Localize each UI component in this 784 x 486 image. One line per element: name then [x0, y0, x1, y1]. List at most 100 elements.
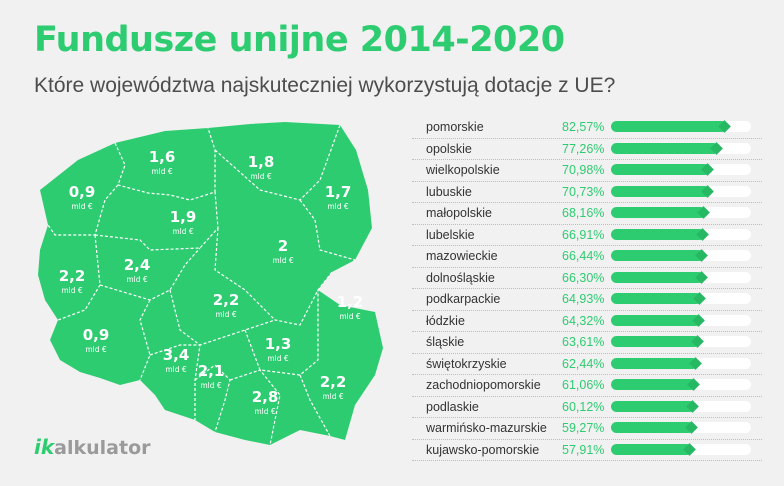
- map-unit-mazowieckie: mld €: [272, 256, 294, 265]
- ranking-row: lubuskie 70,73%: [412, 182, 762, 203]
- ranking-row: świętokrzyskie 62,44%: [412, 354, 762, 375]
- bar-track: [611, 443, 751, 455]
- ranking-row: pomorskie 82,57%: [412, 117, 762, 139]
- map-unit-warminsko-mazurskie: mld €: [250, 172, 272, 181]
- map-unit-slaskie: mld €: [165, 365, 187, 374]
- map-value-kujawsko-pomorskie: 1,9: [170, 208, 197, 226]
- ranking-value: 60,12%: [562, 399, 605, 414]
- ranking-row: śląskie 63,61%: [412, 332, 762, 354]
- ranking-name: pomorskie: [426, 120, 484, 134]
- ranking-name: kujawsko-pomorskie: [426, 442, 540, 457]
- ranking-name: zachodniopomorskie: [426, 378, 541, 392]
- ranking-row: kujawsko-pomorskie 57,91%: [412, 440, 762, 461]
- bar-track: [611, 422, 751, 433]
- map-unit-wielkopolskie: mld €: [126, 275, 148, 284]
- map-unit-lubelskie: mld €: [339, 312, 361, 321]
- bar-track: [611, 379, 751, 390]
- map-value-warminsko-mazurskie: 1,8: [248, 153, 275, 171]
- map-unit-pomorskie: mld €: [151, 167, 173, 176]
- ranking-row: dolnośląskie 66,30%: [412, 268, 762, 289]
- map-unit-dolnoslaskie: mld €: [85, 345, 107, 354]
- bar-track: [611, 142, 751, 154]
- map-value-swietokrzyskie: 1,3: [265, 335, 292, 353]
- bar-track: [611, 207, 751, 218]
- page-subtitle: Które województwa najskuteczniej wykorzy…: [34, 74, 616, 97]
- logo-ik: ik: [34, 435, 55, 459]
- ranking-row: mazowieckie 66,44%: [412, 246, 762, 268]
- ranking-value: 70,98%: [562, 163, 605, 177]
- ranking-name: świętokrzyskie: [426, 356, 507, 371]
- bar: [611, 400, 696, 412]
- border-kujawsko: [94, 191, 219, 251]
- border-malopolskie: [229, 369, 281, 446]
- border-wielkopolskie: [99, 247, 201, 301]
- bar-track: [611, 228, 751, 240]
- map-value-pomorskie: 1,6: [149, 148, 176, 166]
- ranking-list: pomorskie 82,57% opolskie 77,26% wielkopolsk…: [412, 117, 762, 461]
- bar: [611, 121, 727, 132]
- ranking-value: 82,57%: [562, 120, 605, 134]
- bar: [611, 422, 694, 433]
- map-value-podlaskie: 1,7: [325, 183, 352, 201]
- bar-track: [611, 121, 751, 132]
- bar: [611, 314, 702, 326]
- ranking-name: małopolskie: [426, 206, 493, 220]
- map-value-wielkopolskie: 2,4: [124, 256, 151, 274]
- bar: [611, 250, 705, 261]
- ranking-value: 77,26%: [562, 141, 605, 156]
- border-dolnoslaskie: [139, 299, 151, 381]
- border-podkarpackie: [299, 374, 331, 437]
- ranking-value: 63,61%: [562, 335, 605, 349]
- ranking-value: 59,27%: [562, 421, 605, 435]
- map-value-lodzkie: 2,2: [213, 291, 240, 309]
- ranking-name: mazowieckie: [426, 249, 498, 263]
- bar: [611, 185, 711, 197]
- ranking-name: wielkopolskie: [426, 163, 500, 177]
- ranking-value: 64,93%: [562, 292, 605, 306]
- map-value-dolnoslaskie: 0,9: [83, 326, 110, 344]
- ranking-row: lubelskie 66,91%: [412, 225, 762, 246]
- map-value-opolskie: 2,1: [198, 362, 225, 380]
- ranking-name: lubelskie: [426, 227, 475, 242]
- ranking-name: łódzkie: [426, 313, 465, 328]
- ranking-value: 64,32%: [562, 313, 605, 328]
- bar: [611, 357, 699, 369]
- ranking-name: warmińsko-mazurskie: [426, 421, 547, 435]
- map-value-zachodniopomorskie: 0,9: [69, 183, 96, 201]
- border-lubuskie: [57, 234, 101, 321]
- ranking-value: 66,30%: [562, 270, 605, 285]
- map-unit-podlaskie: mld €: [327, 202, 349, 211]
- ranking-value: 61,06%: [562, 378, 605, 392]
- bar: [611, 336, 701, 347]
- ranking-row: zachodniopomorskie 61,06%: [412, 375, 762, 397]
- ranking-value: 62,44%: [562, 356, 605, 371]
- bar: [611, 142, 720, 154]
- ranking-name: opolskie: [426, 141, 472, 156]
- bar-track: [611, 400, 751, 412]
- ranking-value: 66,91%: [562, 227, 605, 242]
- bar-track: [611, 185, 751, 197]
- bar: [611, 379, 697, 390]
- ranking-value: 57,91%: [562, 442, 605, 457]
- ranking-row: warmińsko-mazurskie 59,27%: [412, 418, 762, 440]
- poland-outline: [38, 122, 383, 445]
- bar: [611, 164, 711, 175]
- ranking-name: lubuskie: [426, 184, 472, 199]
- map-value-mazowieckie: 2: [278, 237, 288, 255]
- logo-rest: alkulator: [54, 437, 151, 459]
- map-unit-malopolskie: mld €: [254, 407, 276, 416]
- ranking-row: łódzkie 64,32%: [412, 311, 762, 332]
- map-value-malopolskie: 2,8: [252, 388, 279, 406]
- ranking-name: śląskie: [426, 335, 465, 349]
- ranking-name: podkarpackie: [426, 292, 501, 306]
- bar-track: [611, 336, 751, 347]
- ikalkulator-logo: ikalkulator: [34, 435, 151, 459]
- map-unit-zachodniopomorskie: mld €: [71, 202, 93, 211]
- bar: [611, 443, 693, 455]
- ranking-value: 70,73%: [562, 184, 605, 199]
- map-unit-swietokrzyskie: mld €: [267, 354, 289, 363]
- bar-track: [611, 250, 751, 261]
- bar-track: [611, 314, 751, 326]
- bar: [611, 293, 702, 304]
